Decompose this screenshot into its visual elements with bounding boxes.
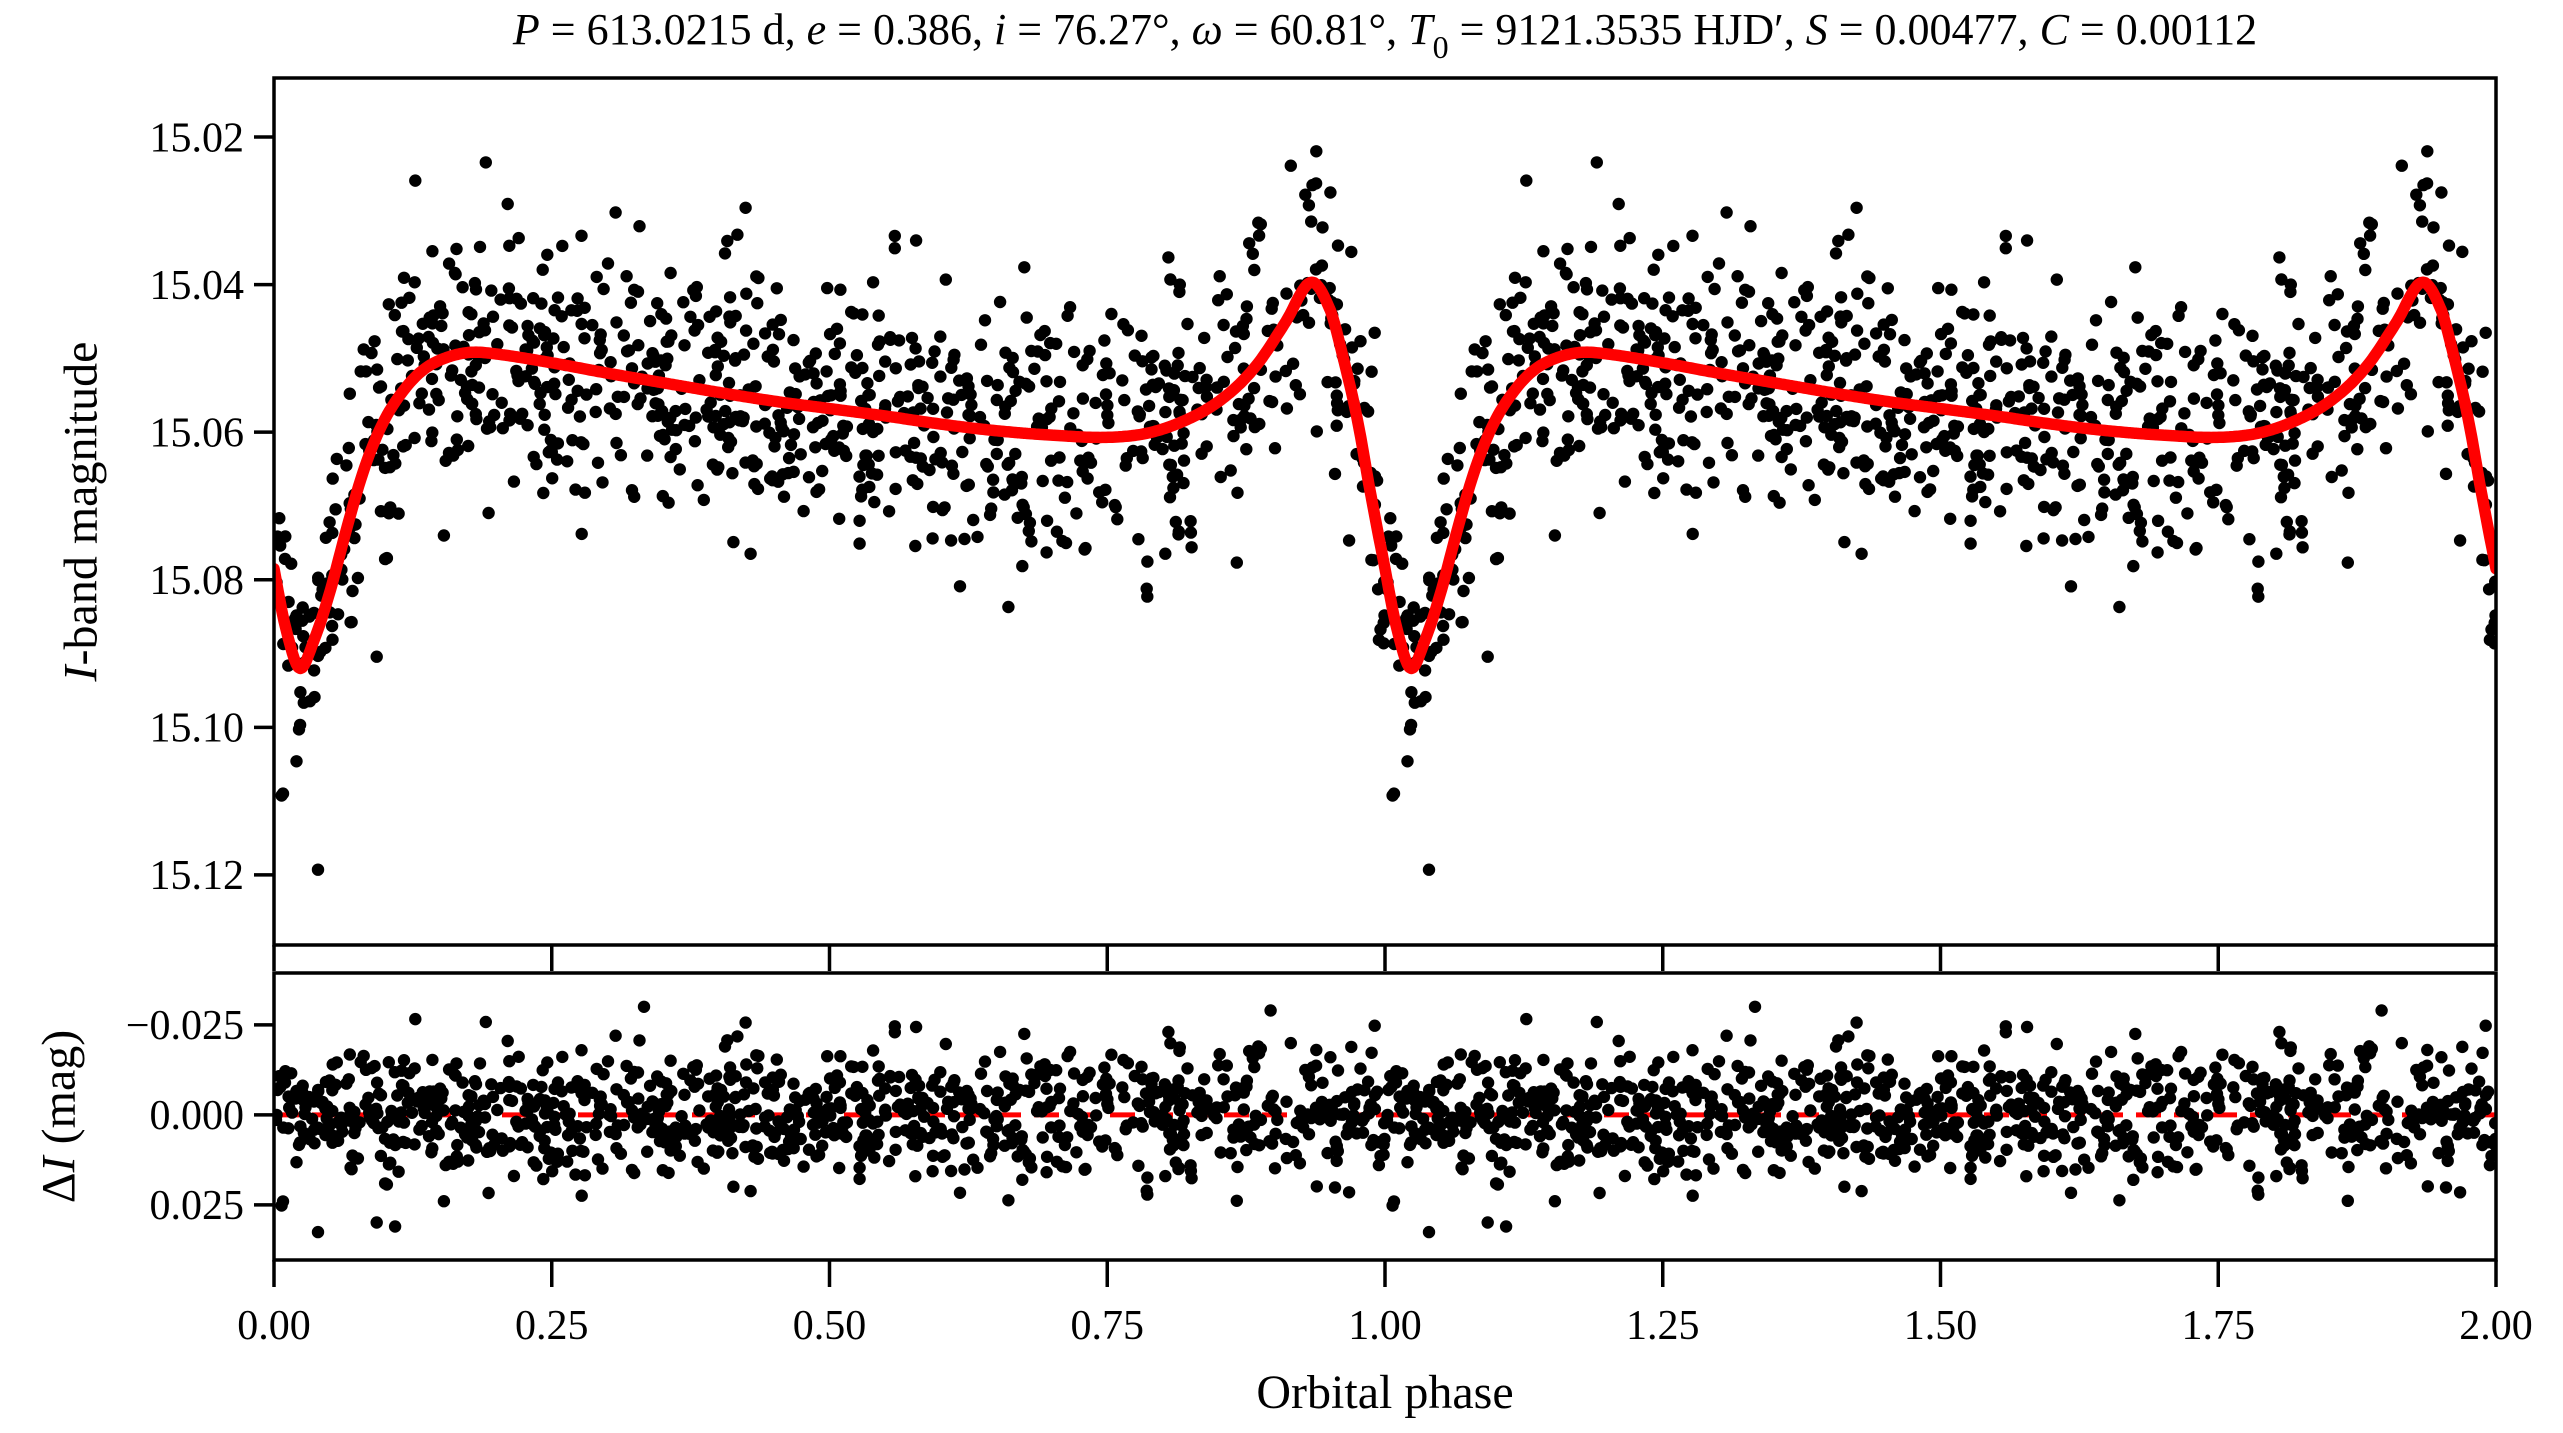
- residual-scatter: [274, 1000, 2496, 1239]
- x-tick-label: 0.25: [515, 1303, 589, 1349]
- x-tick-label: 1.25: [1626, 1303, 1700, 1349]
- x-tick-label: 0.00: [237, 1303, 311, 1349]
- x-tick-label: 1.50: [1904, 1303, 1978, 1349]
- lower-y-tick-label: −0.025: [126, 1003, 244, 1049]
- x-tick-label: 1.00: [1348, 1303, 1422, 1349]
- x-tick-label: 0.50: [793, 1303, 867, 1349]
- upper-y-tick-label: 15.02: [150, 115, 245, 161]
- upper-y-tick-label: 15.04: [150, 263, 245, 309]
- upper-y-axis-label: I-band magnitude: [54, 342, 107, 683]
- lower-y-axis-label: ΔI (mag): [32, 1030, 85, 1203]
- photometry-scatter: [274, 145, 2496, 876]
- chart-title: P = 613.0215 d, e = 0.386, i = 76.27°, ω…: [512, 5, 2257, 65]
- x-axis-label: Orbital phase: [1256, 1366, 1513, 1419]
- lower-y-tick-label: 0.000: [150, 1093, 245, 1139]
- upper-y-tick-label: 15.10: [150, 706, 245, 752]
- lower-panel-border: [272, 971, 2498, 1262]
- x-tick-label: 2.00: [2459, 1303, 2533, 1349]
- upper-panel-border: [272, 76, 2498, 947]
- x-tick-label: 0.75: [1071, 1303, 1145, 1349]
- upper-y-tick-label: 15.08: [150, 558, 245, 604]
- axis-tick-labels: 0.00 0.25 0.50 0.75 1.00 1.25 1.50 1.75 2.00 15.0…: [126, 115, 2533, 1349]
- upper-y-tick-label: 15.12: [150, 853, 245, 899]
- model-curve: [274, 276, 2496, 675]
- x-tick-label: 1.75: [2182, 1303, 2256, 1349]
- photometry-points: [274, 145, 2496, 876]
- upper-y-tick-label: 15.06: [150, 410, 245, 456]
- axis-ticks: [254, 135, 2498, 1287]
- residual-points: [274, 1000, 2496, 1239]
- lower-y-tick-label: 0.025: [150, 1183, 245, 1229]
